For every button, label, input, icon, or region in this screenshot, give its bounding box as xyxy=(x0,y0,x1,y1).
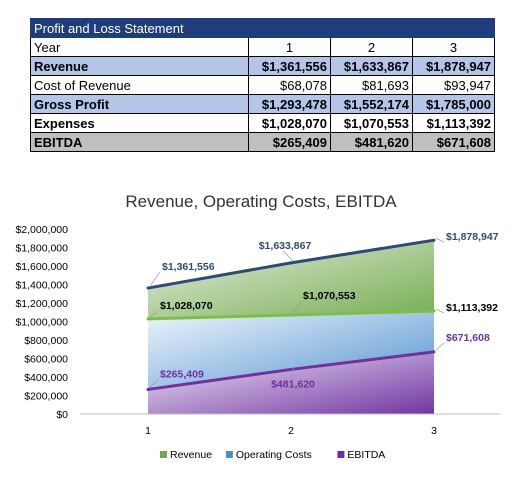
ebitda-year-3: $671,608 xyxy=(411,132,496,152)
ebitda-label: EBITDA xyxy=(30,132,249,152)
gross-profit-year-3: $1,785,000 xyxy=(411,94,496,114)
point-revenue-3 xyxy=(432,238,436,242)
cost-of-revenue-year-2: $81,693 xyxy=(330,75,413,95)
x-tick-label: 1 xyxy=(145,425,151,437)
year-label: Year xyxy=(30,37,249,57)
point-revenue-1 xyxy=(146,286,150,290)
y-tick-label: $1,800,000 xyxy=(15,243,68,255)
table-header-row: Year 1 2 3 xyxy=(30,37,496,57)
table-row-ebitda: EBITDA $265,409 $481,620 $671,608 xyxy=(30,132,496,152)
leader-line xyxy=(282,250,294,262)
y-tick-label: $1,600,000 xyxy=(15,261,68,273)
point-operating-costs-1 xyxy=(146,317,150,321)
data-label-operating-costs-3: $1,113,392 xyxy=(446,302,498,314)
expenses-year-3: $1,113,392 xyxy=(411,113,496,133)
area-ebitda xyxy=(148,351,434,414)
legend-swatch-operating-costs xyxy=(225,451,233,458)
table-row-expenses: Expenses $1,028,070 $1,070,553 $1,113,392 xyxy=(30,113,496,133)
y-tick-label: $400,000 xyxy=(24,372,68,384)
table-row-revenue: Revenue $1,361,556 $1,633,867 $1,878,947 xyxy=(30,56,496,76)
table-row-gross-profit: Gross Profit $1,293,478 $1,552,174 $1,785,0… xyxy=(30,94,496,114)
expenses-year-1: $1,028,070 xyxy=(248,113,331,133)
y-tick-label: $0 xyxy=(56,409,68,421)
ebitda-year-1: $265,409 xyxy=(248,132,331,152)
data-label-revenue-3: $1,878,947 xyxy=(446,231,499,243)
cost-of-revenue-year-1: $68,078 xyxy=(248,75,331,95)
pl-table-body: Profit and Loss Statement Year 1 2 3 Revenue $… xyxy=(29,18,496,152)
y-tick-label: $800,000 xyxy=(24,335,68,347)
revenue-year-1: $1,361,556 xyxy=(248,56,331,76)
y-tick-label: $600,000 xyxy=(24,354,68,366)
leader-line xyxy=(292,300,302,314)
y-tick-label: $1,400,000 xyxy=(15,280,68,292)
y-tick-label: $2,000,000 xyxy=(15,224,68,236)
table-row-cost-of-revenue: Cost of Revenue $68,078 $81,693 $93,947 xyxy=(30,75,496,95)
legend-label-operating-costs: Operating Costs xyxy=(236,449,312,461)
x-tick-label: 2 xyxy=(288,425,294,437)
table-title: Profit and Loss Statement xyxy=(29,18,496,38)
y-tick-label: $1,200,000 xyxy=(15,298,68,310)
leader-line xyxy=(435,308,445,314)
point-revenue-2 xyxy=(289,261,293,265)
y-tick-label: $200,000 xyxy=(24,391,68,403)
legend-label-ebitda: EBITDA xyxy=(347,449,385,461)
leader-line xyxy=(290,367,294,390)
leader-line xyxy=(149,310,159,318)
legend-swatch-revenue xyxy=(160,451,167,458)
revenue-year-3: $1,878,947 xyxy=(411,56,496,76)
legend-label-revenue: Revenue xyxy=(170,449,212,461)
point-operating-costs-3 xyxy=(432,309,436,313)
data-label-ebitda-1: $265,409 xyxy=(160,368,204,380)
cost-of-revenue-year-3: $93,947 xyxy=(411,75,496,95)
chart: Revenue, Operating Costs, EBITDA $0 $200,0… xyxy=(15,192,500,461)
expenses-year-2: $1,070,553 xyxy=(330,113,413,133)
year-header-2: 2 xyxy=(330,37,413,57)
table-title-row: Profit and Loss Statement xyxy=(29,18,496,38)
chart-title: Revenue, Operating Costs, EBITDA xyxy=(125,192,397,211)
legend-swatch-ebitda xyxy=(337,451,345,458)
point-ebitda-1 xyxy=(146,387,150,391)
data-label-ebitda-3: $671,608 xyxy=(446,332,490,344)
year-header-3: 3 xyxy=(411,37,496,57)
leader-line xyxy=(435,342,445,351)
area-operating-costs xyxy=(148,311,434,390)
leader-line xyxy=(149,271,161,287)
gross-profit-label: Gross Profit xyxy=(30,94,249,114)
gross-profit-year-2: $1,552,174 xyxy=(330,94,413,114)
data-label-operating-costs-1: $1,028,070 xyxy=(160,300,213,312)
data-label-operating-costs-2: $1,070,553 xyxy=(303,290,356,302)
point-ebitda-3 xyxy=(432,350,436,354)
ebitda-year-2: $481,620 xyxy=(330,132,413,152)
area-revenue xyxy=(148,240,434,319)
revenue-label: Revenue xyxy=(30,56,249,76)
gross-profit-year-1: $1,293,478 xyxy=(248,94,331,114)
data-label-revenue-2: $1,633,867 xyxy=(259,240,312,252)
point-operating-costs-2 xyxy=(289,313,293,317)
cost-of-revenue-label: Cost of Revenue xyxy=(30,75,249,95)
revenue-year-2: $1,633,867 xyxy=(330,56,413,76)
leader-line xyxy=(435,237,445,243)
x-tick-label: 3 xyxy=(431,425,437,437)
year-header-1: 1 xyxy=(248,37,331,57)
point-ebitda-2 xyxy=(289,367,293,371)
pl-table: Profit and Loss Statement Year 1 2 3 Revenue $… xyxy=(29,18,496,152)
leader-line xyxy=(149,379,159,388)
y-tick-label: $1,000,000 xyxy=(15,317,68,329)
expenses-label: Expenses xyxy=(30,113,249,133)
data-label-ebitda-2: $481,620 xyxy=(271,378,315,390)
data-label-revenue-1: $1,361,556 xyxy=(162,261,215,273)
